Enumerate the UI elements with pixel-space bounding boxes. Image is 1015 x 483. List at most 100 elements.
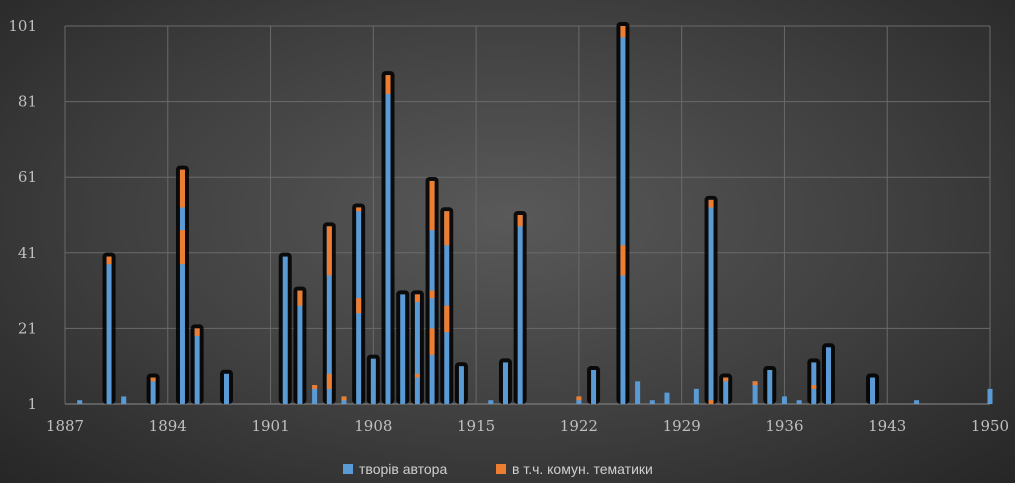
bar-series-1 xyxy=(150,377,156,404)
bar-series-1 xyxy=(502,362,508,404)
x-tick-label: 1943 xyxy=(868,417,906,435)
bar-series-2 xyxy=(179,230,185,265)
grid xyxy=(64,25,991,405)
bar-1911 xyxy=(410,290,424,404)
bar-series-2 xyxy=(150,377,156,382)
bar-1945 xyxy=(914,400,920,404)
bar-1893 xyxy=(146,373,160,404)
bar-series-2 xyxy=(708,199,714,208)
bar-1931 xyxy=(704,195,718,404)
bar-series-1 xyxy=(370,358,376,404)
bar-series-1 xyxy=(693,388,699,404)
bar-series-1 xyxy=(987,388,993,404)
x-tick-label: 1950 xyxy=(971,417,1009,435)
bar-series-2 xyxy=(326,226,332,276)
bar-series-1 xyxy=(649,400,655,404)
bar-1912 xyxy=(425,176,439,404)
bar-1923 xyxy=(587,365,601,404)
x-tick-label: 1894 xyxy=(149,417,187,435)
y-tick-label: 21 xyxy=(18,319,37,337)
bar-series-2 xyxy=(414,294,420,302)
bar-series-1 xyxy=(914,400,920,404)
bar-1913 xyxy=(440,207,454,404)
bar-1902 xyxy=(278,252,292,404)
bar-series-1 xyxy=(620,26,626,404)
bar-series-1 xyxy=(312,385,318,404)
bar-series-1 xyxy=(282,256,288,404)
bar-1939 xyxy=(821,343,835,404)
y-tick-label: 81 xyxy=(18,93,37,111)
y-tick-label: 1 xyxy=(27,395,37,413)
bar-1934 xyxy=(752,381,758,404)
bar-series-2 xyxy=(708,400,714,404)
bar-series-2 xyxy=(620,26,626,38)
x-tick-label: 1936 xyxy=(765,417,803,435)
bar-series-1 xyxy=(458,366,464,404)
bar-series-1 xyxy=(635,381,641,404)
bar-1905 xyxy=(322,222,336,404)
bar-series-1 xyxy=(414,294,420,404)
bar-1918 xyxy=(513,211,527,404)
bar-series-1 xyxy=(77,400,83,404)
bar-series-1 xyxy=(106,256,112,404)
bar-series-2 xyxy=(429,180,435,231)
bar-series-2 xyxy=(517,215,523,227)
bar-series-2 xyxy=(356,298,362,314)
x-axis-ticks: 1887 1894 1901 1908 1915 1922 1929 1936 1943 1950 xyxy=(46,417,1009,435)
bar-series-2 xyxy=(811,385,817,389)
bar-series-2 xyxy=(444,211,450,246)
bar-1906 xyxy=(341,396,347,404)
bar-1928 xyxy=(664,392,670,404)
bar-1914 xyxy=(454,362,468,404)
bar-series-2 xyxy=(106,256,112,265)
bar-1898 xyxy=(220,369,234,404)
bar-1950 xyxy=(987,388,993,404)
legend-label-series-1: творів автора xyxy=(359,461,447,477)
x-tick-label: 1887 xyxy=(46,417,84,435)
bar-1890 xyxy=(102,252,116,404)
bar-1935 xyxy=(763,365,777,404)
x-tick-label: 1922 xyxy=(560,417,598,435)
x-tick-label: 1915 xyxy=(457,417,495,435)
legend-label-series-2: в т.ч. комун. тематики xyxy=(512,461,653,477)
bar-series-1 xyxy=(517,215,523,404)
bar-series-1 xyxy=(326,226,332,404)
bar-series-2 xyxy=(312,385,318,389)
bar-1922 xyxy=(576,396,582,404)
bar-series-2 xyxy=(429,328,435,355)
bar-1910 xyxy=(396,290,410,404)
bar-1904 xyxy=(312,385,318,404)
bar-series-2 xyxy=(356,207,362,212)
bar-1932 xyxy=(719,373,733,404)
legend-swatch-series-1 xyxy=(343,464,353,474)
bar-series-1 xyxy=(488,400,494,404)
bar-1909 xyxy=(381,71,395,404)
bar-1903 xyxy=(293,286,307,404)
legend: творів автора в т.ч. комун. тематики xyxy=(343,461,653,477)
bar-series-2 xyxy=(326,373,332,389)
bar-series-2 xyxy=(341,396,347,401)
bar-series-1 xyxy=(385,75,391,404)
bar-series-1 xyxy=(664,392,670,404)
bar-1916 xyxy=(488,400,494,404)
bar-series-2 xyxy=(414,373,420,378)
bar-1936 xyxy=(781,396,787,404)
bar-series-1 xyxy=(708,199,714,404)
bar-series-1 xyxy=(870,377,876,404)
bar-series-1 xyxy=(752,381,758,404)
bars xyxy=(77,22,993,404)
bar-1917 xyxy=(498,358,512,404)
x-tick-label: 1929 xyxy=(663,417,701,435)
bar-1896 xyxy=(190,324,204,404)
bar-series-1 xyxy=(811,362,817,404)
y-tick-label: 101 xyxy=(8,17,37,35)
bar-series-2 xyxy=(752,381,758,386)
bar-series-2 xyxy=(620,245,626,276)
bar-series-1 xyxy=(224,373,230,404)
bar-1926 xyxy=(635,381,641,404)
bar-1908 xyxy=(366,354,380,404)
x-tick-label: 1908 xyxy=(354,417,392,435)
bar-series-2 xyxy=(723,377,729,382)
x-tick-label: 1901 xyxy=(251,417,289,435)
